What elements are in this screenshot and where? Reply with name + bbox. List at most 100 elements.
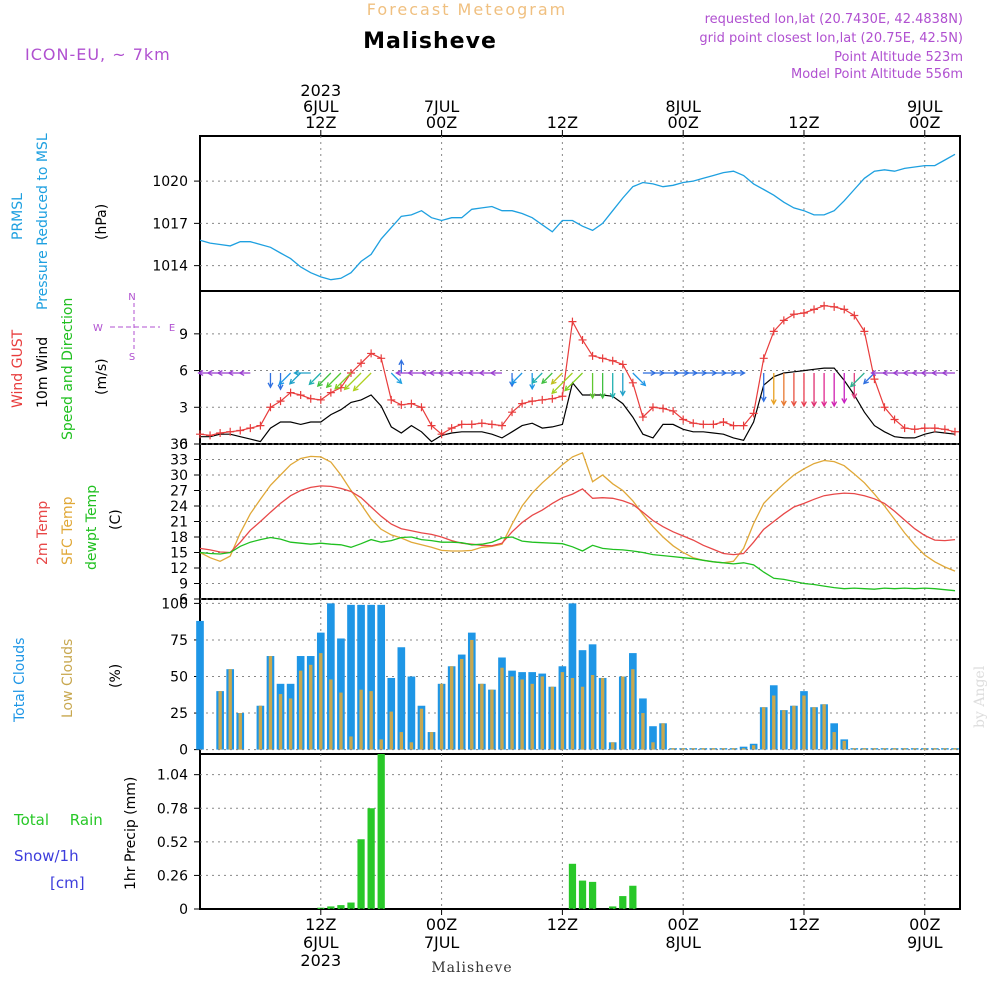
low-cloud-bar (319, 653, 323, 750)
bottom-time-label: 7JUL (424, 933, 460, 952)
wind-arrow-shaft (551, 372, 573, 394)
low-cloud-bar (550, 686, 555, 750)
product-title: Forecast Meteogram (367, 0, 567, 19)
wind-arrow (652, 370, 666, 376)
wind-gust-marker (699, 420, 708, 429)
precip-axis-label: 1hr Precip (mm) (123, 777, 139, 890)
wind-arrow (609, 373, 616, 399)
low-cloud-bar (842, 740, 846, 750)
wind-arrow-head (760, 396, 767, 403)
wind-arrow (352, 372, 372, 392)
wind-arrow (811, 373, 818, 408)
wind-gust-marker (437, 430, 446, 439)
low-cloud-bar (339, 692, 343, 750)
precip-bar (367, 808, 375, 909)
low-cloud-bar (611, 742, 615, 750)
wind-arrow-head (930, 370, 938, 376)
wind-arrow-head (801, 401, 807, 408)
wind-gust-marker (528, 397, 537, 406)
pressure-frame (199, 135, 961, 292)
low-cloud-bar (953, 748, 957, 750)
wind-arrow (589, 373, 596, 400)
top-time-label: 12Z (788, 113, 819, 132)
wind-gust-marker (709, 420, 718, 429)
wind-arrow-shaft (551, 372, 563, 385)
low-cloud-bar (500, 667, 504, 750)
pressure-label-prmsl: PRMSL (10, 193, 26, 240)
top-time-label: 12Z (305, 113, 336, 132)
wind-arrow-shaft (308, 372, 322, 385)
low-cloud-bar (480, 683, 484, 750)
wind-arrow (941, 370, 955, 376)
wind-arrow-head (862, 378, 869, 385)
wind-gust-marker (497, 421, 506, 430)
wind-arrow-shaft (326, 372, 342, 388)
wind-frame (199, 290, 961, 445)
low-cloud-bar (802, 695, 806, 750)
wind-gust-marker (397, 400, 406, 409)
wind-gust-marker (749, 409, 758, 418)
wind-gust-marker (377, 354, 386, 363)
cloud-label-low: Low Clouds (60, 639, 76, 718)
wind-gust-marker (226, 427, 235, 436)
wind-gust-marker (880, 403, 889, 412)
wind-gust-marker (196, 430, 204, 439)
low-cloud-bar (349, 736, 353, 750)
low-cloud-bar (600, 677, 605, 750)
precip-bar (619, 896, 627, 909)
clouds-ytick-label: 50 (170, 670, 188, 686)
low-cloud-bar (419, 708, 424, 750)
wind-gust-marker (427, 421, 436, 430)
wind-arrow-head (343, 384, 350, 391)
wind-arrow-head (277, 384, 284, 391)
low-cloud-bar (661, 723, 665, 750)
wind-gust-marker (608, 356, 617, 365)
wind-label-10m: 10m Wind (35, 337, 51, 408)
point-altitude: Point Altitude 523m (834, 50, 963, 65)
top-time-label: 6JUL (303, 97, 339, 116)
wind-arrow (267, 373, 274, 389)
wind-gust-marker (679, 415, 688, 424)
wind-arrow-shaft (850, 372, 865, 388)
wind-arrow (564, 372, 583, 392)
low-cloud-bar (631, 669, 635, 750)
wind-arrow-head (770, 399, 777, 406)
total-cloud-bar (327, 603, 335, 750)
wind-arrow-shaft (564, 372, 583, 391)
total-cloud-bar (357, 604, 365, 750)
low-cloud-bar (570, 677, 575, 750)
wind-arrow (227, 370, 241, 376)
bottom-time-label: 00Z (909, 915, 940, 934)
wind-gust-marker (246, 424, 255, 433)
wind-gust-marker (759, 354, 768, 363)
wind-arrow-head (428, 370, 435, 376)
precip-bar (337, 905, 345, 909)
low-cloud-bar (772, 695, 776, 750)
low-cloud-bar (268, 656, 273, 750)
low-cloud-bar (832, 732, 836, 750)
low-cloud-bar (751, 745, 756, 750)
total-cloud-bar (367, 604, 375, 750)
wind-arrow (510, 372, 523, 385)
temp-2m-line (199, 485, 956, 556)
wind-arrow (862, 372, 875, 385)
wind-series (196, 301, 959, 443)
wind-arrow (398, 359, 405, 374)
wind-gust-marker (890, 415, 899, 424)
wind-gust-marker (850, 311, 859, 320)
top-time-label: 8JUL (665, 97, 701, 116)
temp-ytick-label: 33 (170, 453, 188, 469)
wind-ytick-label: 6 (179, 364, 188, 380)
wind-arrow-head (640, 380, 647, 387)
wind-gust-marker (729, 421, 738, 430)
model-label: ICON-EU, ~ 7km (25, 45, 171, 64)
temp-ytick-label: 6 (179, 592, 188, 608)
precip-ytick-label: 0.26 (157, 868, 188, 884)
low-cloud-bar (641, 713, 645, 750)
wind-gust-line (199, 305, 956, 437)
low-cloud-bar (852, 748, 856, 750)
wind-gust-marker (387, 395, 396, 404)
wind-gust-marker (357, 359, 366, 368)
precip-side-labels: Total Rain Snow/1h [cm] 1hr Precip (mm) (13, 777, 139, 892)
